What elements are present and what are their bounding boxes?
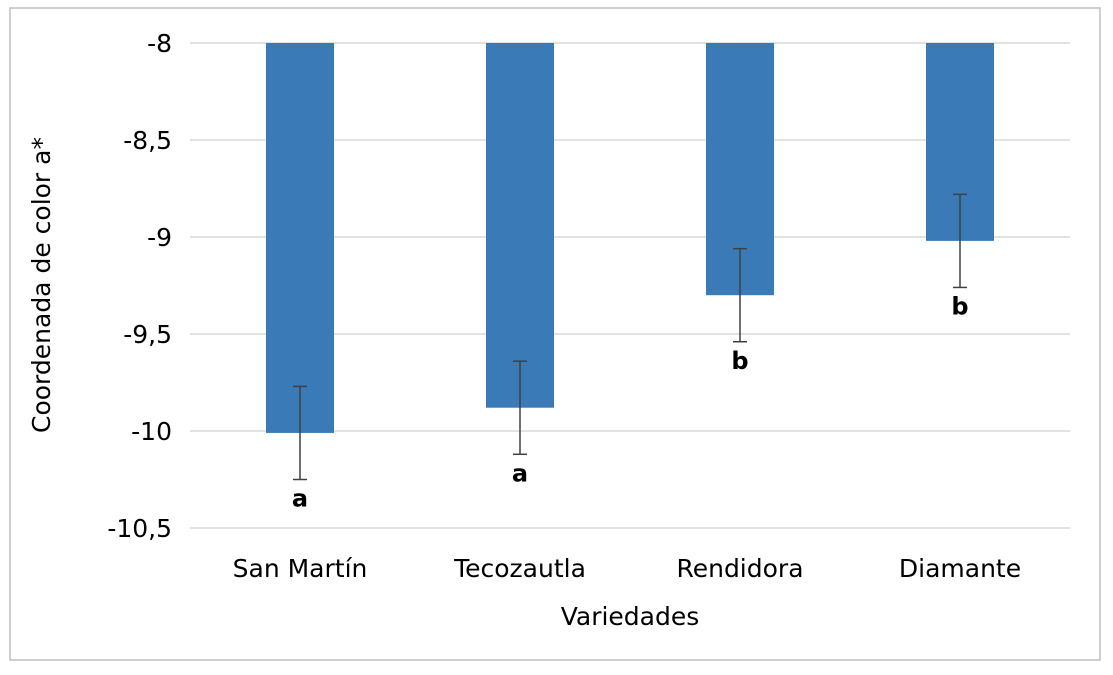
significance-label: a xyxy=(512,459,528,487)
significance-label: b xyxy=(731,347,748,375)
y-tick-label: -8 xyxy=(147,29,172,58)
x-tick-label: Rendidora xyxy=(676,554,803,583)
y-tick-label: -10,5 xyxy=(107,514,172,543)
x-tick-label: Diamante xyxy=(899,554,1021,583)
y-tick-label: -9 xyxy=(147,223,172,252)
x-axis-label: Variedades xyxy=(561,602,700,631)
y-tick-label: -10 xyxy=(131,417,172,446)
chart-border xyxy=(9,7,1101,661)
x-tick-label: Tecozautla xyxy=(453,554,586,583)
bar xyxy=(266,43,334,433)
bar xyxy=(486,43,554,408)
y-tick-label: -8,5 xyxy=(123,126,172,155)
significance-label: a xyxy=(292,485,308,513)
significance-label: b xyxy=(951,292,968,320)
y-axis-label: Coordenada de color a* xyxy=(27,137,56,433)
y-tick-label: -9,5 xyxy=(123,320,172,349)
x-tick-label: San Martín xyxy=(233,554,368,583)
